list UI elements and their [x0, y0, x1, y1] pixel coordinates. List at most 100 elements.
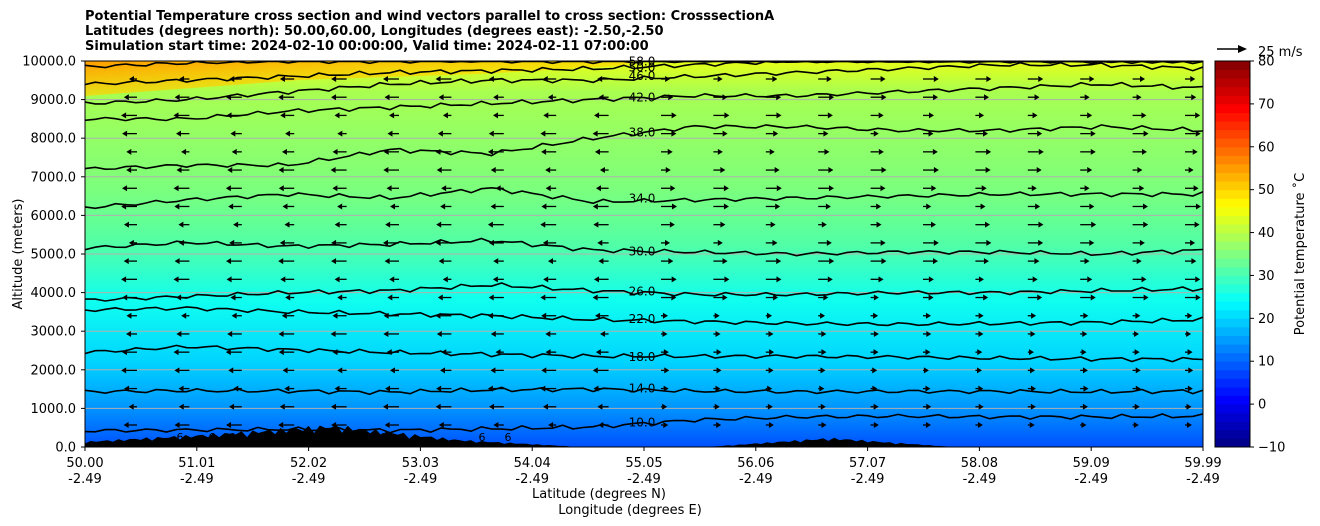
wind-vector-head [541, 367, 547, 374]
wind-vector-head [279, 403, 285, 410]
wind-vector-head [1186, 403, 1192, 410]
wind-vector-head [595, 312, 601, 319]
wind-vector-head [670, 185, 676, 192]
wind-vector-head [829, 94, 835, 101]
wind-vector-head [978, 385, 984, 392]
wind-vector-head [873, 403, 879, 410]
wind-vector-head [540, 221, 546, 228]
wind-vector-head [827, 112, 833, 119]
wind-vector-head [723, 203, 729, 210]
wind-vector-head [121, 112, 127, 119]
wind-vector-head [597, 403, 603, 410]
chart-title: Potential Temperature cross section and … [85, 9, 774, 54]
wind-vector-head [278, 330, 284, 337]
wind-vector-head [226, 276, 232, 283]
wind-vector-head [332, 312, 338, 319]
y-tick-label: 9000.0 [31, 93, 77, 108]
wind-vector-head [1133, 330, 1139, 337]
wind-vector-head [592, 203, 598, 210]
colorbar-band [1215, 378, 1250, 388]
contour-line [85, 282, 1203, 302]
wind-vector-head [986, 76, 992, 82]
wind-vector-head [488, 239, 494, 246]
x-tick-label-lon: -2.49 [292, 472, 326, 487]
wind-vector-head [390, 203, 396, 210]
x-tick-label-lon: -2.49 [180, 472, 214, 487]
wind-vector-head [337, 294, 343, 301]
wind-vector-head [769, 349, 775, 356]
colorbar-band [1215, 386, 1250, 397]
wind-vector-head [229, 403, 235, 410]
colorbar-band [1215, 309, 1250, 319]
wind-vector-head [331, 258, 337, 265]
wind-vector-head [541, 312, 547, 319]
y-tick-label: 10000.0 [22, 55, 76, 70]
wind-vector-head [123, 221, 129, 228]
wind-vector-head [487, 312, 493, 319]
wind-vector-head [495, 349, 501, 356]
wind-vector-head [122, 185, 128, 192]
wind-vector-head [1090, 294, 1096, 301]
wind-vector-head [384, 258, 390, 265]
wind-vector-head [174, 203, 180, 210]
x-tick-label-lat: 51.01 [178, 456, 215, 471]
wind-vector-head [983, 294, 989, 301]
colorbar: −10 0 10 20 30 40 50 60 70 80 [1214, 55, 1285, 456]
wind-vector-head [384, 422, 390, 428]
colorbar-tick-label: 0 [1258, 398, 1266, 413]
wind-vector-head [1188, 367, 1194, 374]
wind-vector-head [593, 385, 599, 392]
surface-contour-label: 6 [380, 431, 387, 444]
wind-vector-head [1142, 203, 1148, 210]
wind-vector-head [984, 94, 990, 101]
wind-vector-head [542, 403, 548, 410]
wind-vector-head [385, 385, 391, 392]
colorbar-band [1215, 78, 1250, 88]
wind-vector-head [876, 221, 882, 228]
x-tick-label-lon: -2.49 [627, 472, 661, 487]
x-tick-label-lat: 55.05 [625, 456, 662, 471]
quiver-key-label: 25 m/s [1258, 45, 1303, 60]
wind-vector-head [386, 185, 392, 192]
wind-vector-head [284, 385, 290, 392]
colorbar-band [1215, 155, 1250, 165]
wind-vector-head [383, 403, 389, 410]
wind-vector-head [181, 312, 187, 319]
wind-vector-head [876, 203, 882, 210]
wind-vector-head [1031, 185, 1037, 192]
colorbar-band [1215, 344, 1250, 354]
x-axis: 50.00-2.4951.01-2.4952.02-2.4953.03-2.49… [66, 447, 1222, 487]
wind-vector-head [174, 367, 180, 374]
wind-vector-head [231, 148, 237, 155]
wind-vector-head [1141, 276, 1147, 283]
wind-vector-head [773, 294, 779, 301]
x-tick-label-lat: 53.03 [402, 456, 439, 471]
wind-vector-head [775, 203, 781, 210]
wind-vector-head [977, 349, 983, 356]
wind-vector-head [176, 294, 182, 301]
wind-vector-head [1195, 294, 1201, 301]
y-tick-label: 7000.0 [31, 170, 77, 185]
wind-vector-head [488, 76, 494, 82]
wind-vector-head [1087, 167, 1093, 174]
surface-contour-label: 6 [177, 431, 184, 444]
wind-vector-head [717, 239, 723, 246]
wind-vector-head [181, 148, 187, 155]
wind-vector-head [545, 167, 551, 174]
wind-vector-head [1083, 385, 1089, 392]
wind-vector-head [1034, 94, 1040, 101]
wind-vector-head [438, 94, 444, 101]
wind-vector-head [826, 239, 832, 246]
wind-vector-head [933, 76, 939, 82]
wind-vector-head [435, 312, 441, 319]
contour-label: 10.0 [629, 415, 656, 429]
colorbar-band [1215, 241, 1250, 251]
surface-contour-label: 6 [479, 431, 486, 444]
wind-vector-head [768, 422, 774, 428]
wind-vector-head [331, 76, 337, 82]
wind-vector-head [872, 385, 878, 392]
wind-vector-head [281, 148, 287, 155]
wind-vector-head [716, 349, 722, 356]
wind-vector-head [593, 221, 599, 228]
wind-vector-head [387, 294, 393, 301]
